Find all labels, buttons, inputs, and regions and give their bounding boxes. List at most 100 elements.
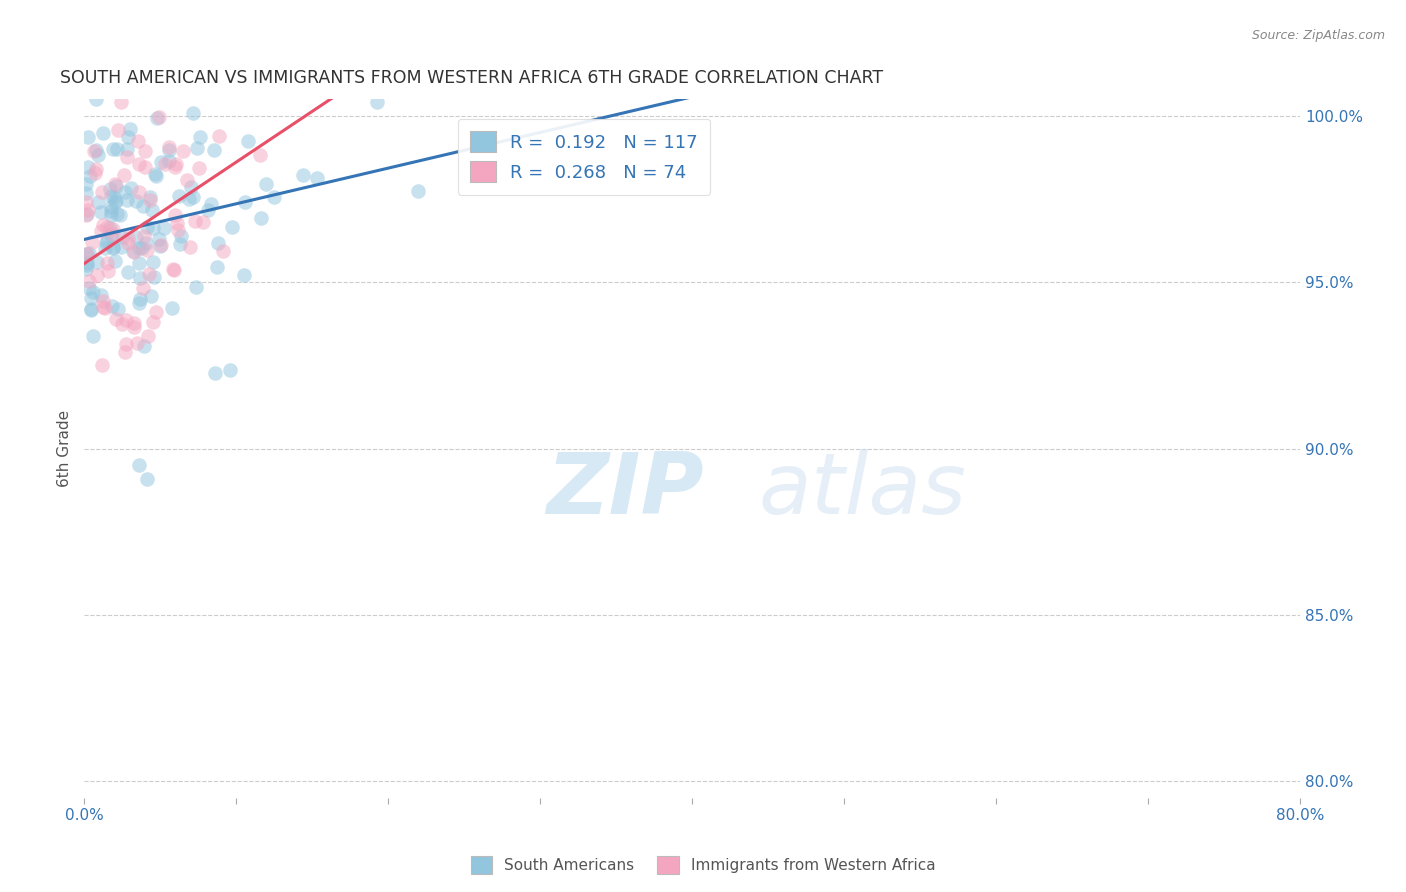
Point [200,197,222,211]
Point [157,140,180,154]
Point [101,241,124,255]
Point [91,293,114,308]
Point [98,221,121,235]
Point [128,156,150,170]
Point [142,221,165,235]
Point [157,143,180,157]
Point [110,95,132,110]
Point [82,285,104,300]
Point [120,121,142,136]
Point [110,239,132,253]
Point [132,229,155,244]
Point [181,190,204,204]
Point [186,141,208,155]
Point [107,123,129,137]
Point [90,205,112,219]
Point [128,241,150,255]
Point [176,173,198,187]
Point [103,190,125,204]
Point [163,160,186,174]
Point [94,235,117,250]
Point [110,317,132,331]
Point [108,208,131,222]
Point [75,195,97,210]
Point [177,192,200,206]
Point [104,312,127,326]
Point [249,148,271,162]
Point [96,219,118,234]
Point [105,142,128,156]
Point [150,238,173,252]
Point [100,227,122,242]
Point [101,221,124,235]
Point [117,265,139,279]
Point [134,144,156,158]
Point [111,230,134,244]
Point [91,219,114,233]
Point [148,232,170,246]
Point [84,161,107,176]
Point [366,95,388,109]
Point [160,301,183,315]
Point [86,92,108,106]
Point [163,262,186,277]
Point [82,329,104,343]
Point [98,182,121,196]
Point [250,211,273,226]
Point [103,254,125,268]
Point [139,289,162,303]
Point [138,267,160,281]
Point [134,161,156,175]
Point [101,239,124,253]
Text: Source: ZipAtlas.com: Source: ZipAtlas.com [1251,29,1385,43]
Point [170,229,193,244]
Point [136,244,159,258]
Point [117,235,139,250]
Point [91,300,114,314]
Point [131,241,153,255]
Point [134,339,156,353]
Y-axis label: 6th Grade: 6th Grade [58,410,72,487]
Point [162,262,184,277]
Point [91,359,114,373]
Point [115,313,138,327]
Point [75,208,97,222]
Point [166,223,188,237]
Point [188,161,211,175]
Point [232,268,254,283]
Point [120,181,142,195]
Point [142,315,165,329]
Point [84,143,107,157]
Point [254,69,277,83]
Point [90,185,112,199]
Point [211,244,233,259]
Point [128,296,150,310]
Point [80,302,103,317]
Point [153,221,176,235]
Point [179,240,201,254]
Point [75,186,97,201]
Point [80,291,103,305]
Point [100,200,122,214]
Point [221,219,243,234]
Point [183,106,205,120]
Point [122,244,145,259]
Legend: South Americans, Immigrants from Western Africa: South Americans, Immigrants from Western… [464,850,942,880]
Point [172,145,194,159]
Point [117,149,139,163]
Point [263,190,285,204]
Legend: R =  0.192   N = 117, R =  0.268   N = 74: R = 0.192 N = 117, R = 0.268 N = 74 [458,119,710,194]
Point [169,236,191,251]
Point [149,155,172,169]
Point [107,301,129,316]
Point [97,264,120,278]
Point [79,169,101,183]
Point [114,344,136,359]
Point [105,179,128,194]
Point [104,194,127,208]
Point [169,189,191,203]
Point [75,246,97,260]
Point [180,180,202,194]
Point [77,281,100,295]
Point [149,239,172,253]
